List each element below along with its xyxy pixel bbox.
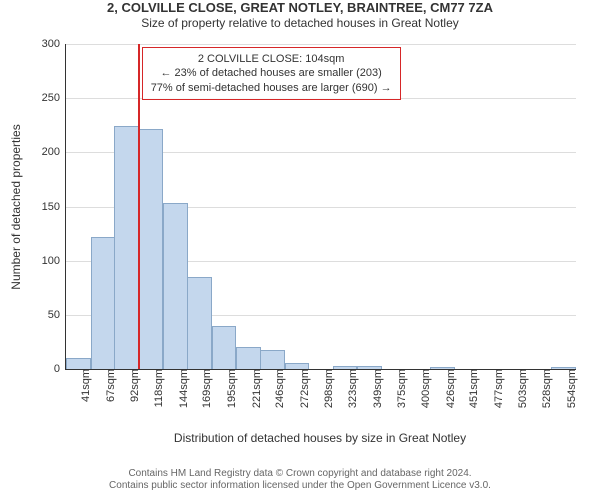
chart-subtitle: Size of property relative to detached ho… — [0, 16, 600, 30]
x-tick-label: 503sqm — [515, 369, 529, 408]
y-tick-label: 100 — [42, 255, 66, 267]
annotation-box: 2 COLVILLE CLOSE: 104sqm← 23% of detache… — [142, 47, 401, 100]
footer-line1: Contains HM Land Registry data © Crown c… — [0, 468, 600, 480]
chart-title: 2, COLVILLE CLOSE, GREAT NOTLEY, BRAINTR… — [0, 0, 600, 16]
x-tick-label: 144sqm — [176, 369, 190, 408]
histogram-bar — [139, 129, 164, 370]
x-tick-label: 246sqm — [272, 369, 286, 408]
annotation-line: 77% of semi-detached houses are larger (… — [151, 81, 392, 95]
x-tick-label: 451sqm — [466, 369, 480, 408]
plot-area: 05010015020025030041sqm67sqm92sqm118sqm1… — [65, 44, 576, 370]
histogram-bar — [187, 277, 212, 369]
x-tick-label: 349sqm — [370, 369, 384, 408]
x-tick-label: 298sqm — [321, 369, 335, 408]
y-tick-label: 0 — [54, 363, 66, 375]
x-tick-label: 426sqm — [443, 369, 457, 408]
x-axis-label: Distribution of detached houses by size … — [65, 431, 575, 445]
x-tick-label: 118sqm — [151, 369, 165, 407]
histogram-bar — [163, 203, 188, 369]
histogram-bar — [212, 326, 237, 369]
histogram-bar — [260, 350, 285, 370]
footer-attribution: Contains HM Land Registry data © Crown c… — [0, 468, 600, 492]
y-tick-label: 250 — [42, 92, 66, 104]
x-tick-label: 67sqm — [103, 369, 117, 402]
annotation-line: 2 COLVILLE CLOSE: 104sqm — [151, 52, 392, 66]
x-tick-label: 528sqm — [539, 369, 553, 408]
y-tick-label: 300 — [42, 38, 66, 50]
y-tick-label: 50 — [48, 309, 66, 321]
x-tick-label: 92sqm — [127, 369, 141, 402]
x-tick-label: 41sqm — [78, 369, 92, 402]
histogram-bar — [114, 126, 139, 369]
y-axis-label: Number of detached properties — [9, 124, 23, 289]
x-tick-label: 272sqm — [297, 369, 311, 408]
x-tick-label: 221sqm — [249, 369, 263, 408]
gridline — [66, 44, 576, 45]
y-tick-label: 200 — [42, 146, 66, 158]
x-tick-label: 323sqm — [345, 369, 359, 408]
x-tick-label: 169sqm — [199, 369, 213, 408]
x-tick-label: 554sqm — [564, 369, 578, 408]
histogram-bar — [236, 347, 261, 369]
annotation-line: ← 23% of detached houses are smaller (20… — [151, 66, 392, 80]
marker-line — [138, 44, 140, 369]
histogram-bar — [91, 237, 116, 369]
x-tick-label: 477sqm — [491, 369, 505, 408]
x-tick-label: 195sqm — [224, 369, 238, 408]
x-tick-label: 400sqm — [418, 369, 432, 408]
y-tick-label: 150 — [42, 201, 66, 213]
footer-line2: Contains public sector information licen… — [0, 480, 600, 492]
x-tick-label: 375sqm — [394, 369, 408, 408]
histogram-bar — [66, 358, 91, 369]
